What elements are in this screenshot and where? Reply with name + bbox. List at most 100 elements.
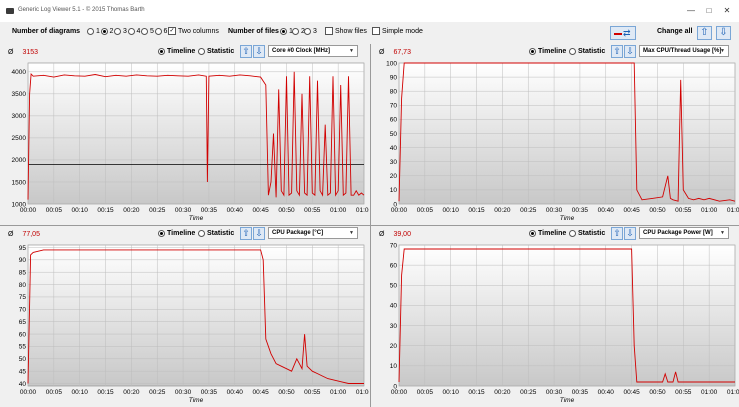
title-bar: Generic Log Viewer 5.1 - © 2015 Thomas B…	[0, 0, 739, 22]
x-tick-label: 00:40	[227, 389, 244, 396]
sensor-select[interactable]: Max CPU/Thread Usage [%] ▼	[639, 45, 729, 57]
sensor-down-button[interactable]: ⇩	[253, 227, 265, 240]
x-tick-label: 00:10	[72, 389, 89, 396]
x-tick-label: 00:35	[572, 207, 589, 214]
diagram-radio-6[interactable]: 6	[154, 28, 168, 35]
sensor-down-button[interactable]: ⇩	[624, 45, 636, 58]
y-tick-label: 90	[19, 257, 27, 264]
diagram-radio-dot[interactable]	[87, 28, 94, 35]
diagram-radio-3[interactable]: 3	[114, 28, 127, 35]
x-tick-label: 00:50	[649, 207, 666, 214]
x-tick-label: 00:10	[72, 207, 89, 214]
sensor-up-button[interactable]: ⇧	[240, 45, 252, 58]
timeline-label: Timeline	[167, 230, 196, 237]
x-tick-label: 00:50	[278, 389, 295, 396]
x-tick-label: 00:35	[201, 207, 218, 214]
diagram-radio-1[interactable]: 1	[87, 28, 100, 35]
sensor-up-button[interactable]: ⇧	[240, 227, 252, 240]
statistic-label: Statistic	[578, 230, 606, 237]
file-radio-3[interactable]: 3	[304, 28, 317, 35]
file-radio-dot[interactable]	[304, 28, 311, 35]
diagram-panel-4: Ø 39,00 Timeline Statistic ⇧ ⇩ CPU Packa…	[371, 226, 739, 407]
two-columns-check-icon[interactable]: ✓	[168, 27, 176, 35]
statistic-radio[interactable]: Statistic	[569, 230, 605, 237]
y-tick-label: 0	[393, 383, 397, 390]
x-tick-label: 00:35	[201, 389, 218, 396]
x-tick-label: 00:05	[46, 389, 63, 396]
timeline-radio-dot[interactable]	[529, 48, 536, 55]
timeline-radio-dot[interactable]	[529, 230, 536, 237]
show-files-box[interactable]	[325, 27, 333, 35]
line-color-button[interactable]: ⇄	[610, 26, 636, 40]
timeline-radio[interactable]: Timeline	[158, 230, 195, 237]
change-all-down-button[interactable]: ⇩	[716, 26, 731, 40]
timeline-radio-dot[interactable]	[158, 230, 165, 237]
statistic-radio[interactable]: Statistic	[198, 230, 234, 237]
diagram-radio-2[interactable]: 2	[100, 28, 113, 35]
sensor-select[interactable]: CPU Package [°C] ▼	[268, 227, 358, 239]
y-tick-label: 20	[390, 343, 398, 350]
diagram-radio-label: 6	[163, 28, 168, 35]
minimize-button[interactable]: —	[687, 6, 695, 15]
statistic-radio[interactable]: Statistic	[198, 48, 234, 55]
y-tick-label: 80	[390, 89, 398, 96]
diagram-radio-5[interactable]: 5	[141, 28, 154, 35]
average-display: Ø 3153	[8, 49, 38, 56]
chart-canvas: 0 10 20 30 40 50 60 70 00:00 00:05 00:10 00:15 00:20…	[390, 242, 739, 404]
timeline-radio[interactable]: Timeline	[529, 230, 566, 237]
series-line	[27, 71, 365, 200]
sensor-down-button[interactable]: ⇩	[253, 45, 265, 58]
simple-mode-box[interactable]	[372, 27, 380, 35]
timeline-radio[interactable]: Timeline	[158, 48, 195, 55]
diagram-radio-dot[interactable]	[127, 28, 135, 35]
show-files-checkbox[interactable]: Show files	[325, 27, 367, 35]
file-radio-dot[interactable]	[280, 28, 287, 35]
close-button[interactable]: ✕	[723, 6, 731, 15]
x-tick-label: 01:05	[356, 389, 369, 396]
y-tick-label: 40	[19, 381, 27, 388]
y-tick-label: 60	[19, 331, 27, 338]
sensor-select[interactable]: CPU Package Power [W] ▼	[639, 227, 729, 239]
file-radio-dot[interactable]	[292, 28, 299, 35]
file-radio-1[interactable]: 1	[280, 28, 293, 35]
y-tick-label: 1000	[12, 201, 27, 208]
x-tick-label: 00:40	[227, 207, 244, 214]
file-radio-2[interactable]: 2	[292, 28, 305, 35]
sensor-up-button[interactable]: ⇧	[611, 45, 623, 58]
maximize-button[interactable]: □	[706, 6, 712, 15]
diagram-radio-dot[interactable]	[100, 28, 108, 35]
statistic-radio-dot[interactable]	[569, 230, 576, 237]
two-columns-checkbox[interactable]: ✓ Two columns	[168, 27, 219, 35]
y-tick-label: 60	[390, 117, 398, 124]
statistic-radio-dot[interactable]	[198, 48, 205, 55]
change-all-up-button[interactable]: ⇧	[697, 26, 712, 40]
num-diagrams-label: Number of diagrams	[12, 28, 81, 35]
timeline-radio-dot[interactable]	[158, 48, 165, 55]
diagram-radio-dot[interactable]	[154, 28, 162, 35]
x-tick-label: 00:30	[546, 389, 563, 396]
x-tick-label: 00:15	[468, 389, 485, 396]
sensor-down-button[interactable]: ⇩	[624, 227, 636, 240]
swap-icon: ⇄	[623, 28, 631, 38]
simple-mode-checkbox[interactable]: Simple mode	[372, 27, 423, 35]
timeline-radio[interactable]: Timeline	[529, 48, 566, 55]
show-files-label: Show files	[335, 27, 367, 35]
statistic-radio-dot[interactable]	[198, 230, 205, 237]
sensor-select-value: CPU Package [°C]	[272, 230, 324, 236]
sensor-select[interactable]: Core #0 Clock [MHz] ▼	[268, 45, 358, 57]
sensor-up-button[interactable]: ⇧	[611, 227, 623, 240]
diagram-panel-1: Ø 3153 Timeline Statistic ⇧ ⇩ Core #0 Cl…	[0, 44, 369, 225]
statistic-label: Statistic	[578, 48, 606, 55]
file-radio-label: 3	[313, 28, 317, 35]
y-tick-label: 30	[390, 159, 398, 166]
statistic-radio-dot[interactable]	[569, 48, 576, 55]
diagram-radio-4[interactable]: 4	[127, 28, 140, 35]
diagram-radio-dot[interactable]	[114, 28, 121, 35]
plot-area	[27, 62, 365, 205]
statistic-label: Statistic	[207, 48, 235, 55]
arrow-down-icon: ⇩	[719, 27, 728, 38]
x-tick-label: 00:45	[623, 207, 640, 214]
diagram-radio-dot[interactable]	[141, 28, 148, 35]
y-tick-label: 10	[390, 187, 398, 194]
statistic-radio[interactable]: Statistic	[569, 48, 605, 55]
